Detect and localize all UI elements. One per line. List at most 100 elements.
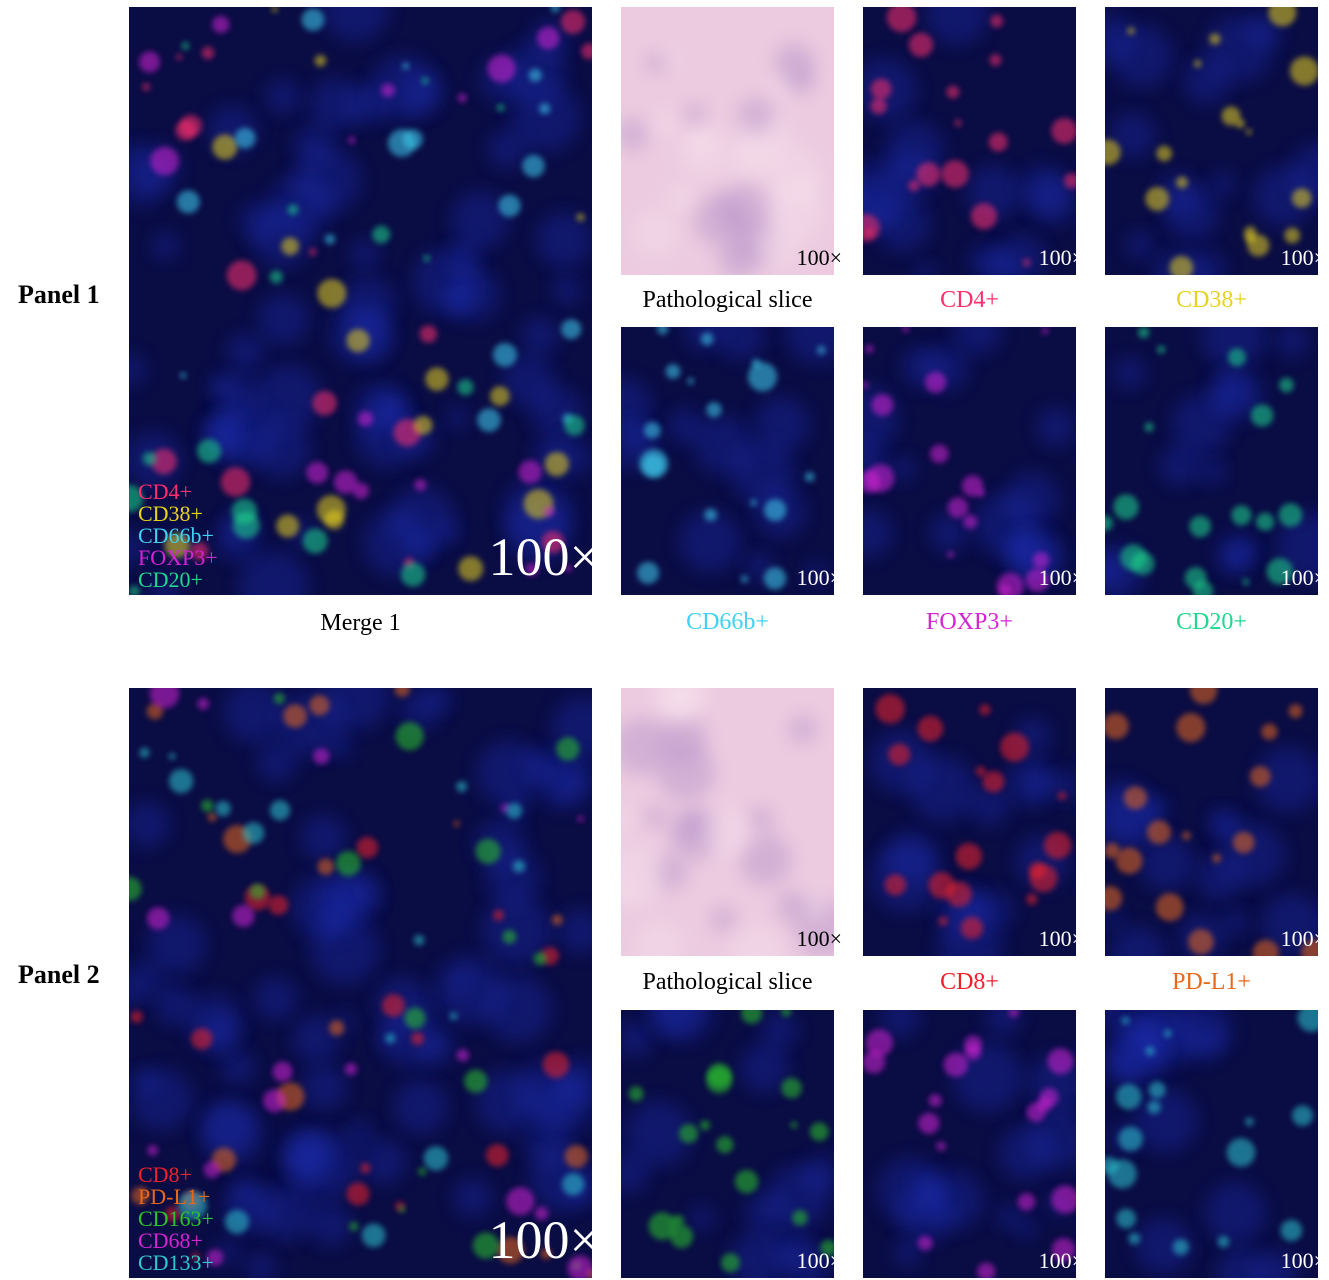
signal — [191, 1252, 200, 1261]
legend-entry: CD66b+ — [138, 523, 214, 548]
signal — [979, 704, 991, 716]
signal — [1105, 139, 1121, 166]
tissue — [661, 50, 679, 68]
signal — [457, 93, 467, 103]
signal — [564, 564, 572, 573]
signal — [1107, 1159, 1137, 1189]
signal — [884, 874, 907, 896]
signal — [191, 1028, 213, 1050]
tissue — [703, 809, 751, 858]
tissue — [804, 561, 828, 585]
signal — [916, 162, 941, 187]
signal — [1182, 831, 1191, 841]
signal — [1041, 327, 1049, 335]
micrograph — [863, 327, 1076, 595]
signal — [1172, 1239, 1189, 1256]
signal — [301, 8, 325, 32]
tissue — [909, 755, 976, 822]
tissue — [889, 456, 915, 482]
signal — [496, 103, 505, 112]
micrograph — [129, 7, 592, 595]
signal — [226, 260, 257, 291]
signal — [349, 1221, 359, 1231]
signal — [212, 15, 230, 34]
signal — [212, 134, 238, 160]
magnification: 100× — [489, 1210, 600, 1270]
signal — [1051, 1185, 1076, 1214]
signal — [129, 585, 140, 595]
signal — [1297, 1010, 1318, 1032]
signal — [1000, 732, 1030, 762]
tissue — [679, 511, 741, 573]
signal — [1256, 512, 1275, 531]
signal — [150, 146, 179, 176]
signal — [224, 1209, 249, 1234]
signal — [1148, 1081, 1166, 1099]
tissue — [129, 801, 169, 848]
signal — [955, 843, 982, 870]
signal — [346, 328, 370, 353]
tissue — [129, 531, 147, 566]
tissue — [226, 333, 265, 371]
tissue — [788, 715, 818, 745]
signal — [302, 528, 328, 554]
tissue — [621, 377, 652, 436]
signal — [996, 572, 1024, 595]
caption: FOXP3+ — [926, 609, 1013, 635]
tissue — [1209, 171, 1236, 197]
signal — [456, 1049, 470, 1062]
signal — [706, 1067, 733, 1094]
micrograph — [1105, 7, 1318, 275]
caption: CD38+ — [1176, 287, 1247, 313]
signal — [781, 1010, 792, 1017]
signal — [720, 1253, 740, 1273]
signal — [988, 132, 1008, 152]
signal — [990, 14, 1004, 28]
tissue — [1198, 458, 1226, 485]
signal — [149, 688, 180, 709]
signal — [306, 461, 329, 484]
signal — [533, 952, 547, 966]
signal — [930, 444, 949, 464]
tissue — [621, 1152, 650, 1194]
tissue — [154, 984, 195, 1025]
signal — [146, 907, 170, 930]
signal — [207, 812, 217, 822]
signal — [1047, 1048, 1074, 1075]
tissue — [1128, 1010, 1173, 1053]
signal — [740, 575, 749, 583]
signal — [475, 838, 501, 864]
legend-entry: CD4+ — [138, 479, 192, 504]
signal — [946, 85, 960, 99]
signal — [863, 381, 869, 389]
tissue — [380, 1007, 441, 1068]
signal — [865, 344, 874, 354]
signal — [1147, 1100, 1161, 1114]
signal — [328, 1020, 345, 1036]
caption: CD20+ — [1176, 609, 1247, 635]
tissue — [754, 396, 810, 452]
magnification: 100× — [797, 565, 842, 590]
signal — [129, 876, 142, 901]
tissue — [552, 275, 582, 306]
tissue — [1018, 164, 1068, 214]
signal — [309, 695, 330, 716]
tissue — [1036, 407, 1076, 447]
signal — [1118, 1126, 1143, 1152]
signal — [550, 7, 560, 13]
signal — [525, 563, 539, 576]
tissue — [1145, 796, 1170, 821]
micrograph — [863, 1010, 1076, 1278]
signal — [324, 510, 344, 530]
signal — [670, 1225, 694, 1249]
caption: CD66b+ — [686, 609, 769, 635]
tissue — [1255, 747, 1318, 813]
tissue — [1171, 394, 1231, 454]
signal — [147, 1144, 159, 1156]
signal — [1147, 820, 1172, 845]
tissue — [952, 1042, 1023, 1112]
signal — [636, 561, 660, 585]
signal — [706, 402, 722, 418]
signal — [317, 278, 347, 308]
signal — [175, 120, 196, 141]
